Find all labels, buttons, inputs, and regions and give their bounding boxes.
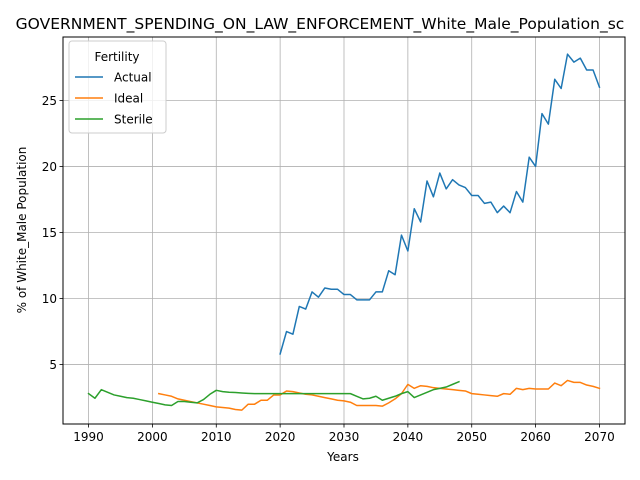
- chart-title: GOVERNMENT_SPENDING_ON_LAW_ENFORCEMENT_W…: [16, 15, 625, 34]
- y-tick-label: 25: [42, 94, 57, 108]
- series-line-ideal: [157, 379, 601, 411]
- x-tick-label: 2060: [520, 430, 551, 444]
- y-tick-label: 5: [49, 358, 57, 372]
- y-tick-label: 10: [42, 292, 57, 306]
- y-tick-label: 15: [42, 226, 57, 240]
- legend: Fertility Actual Ideal Sterile: [68, 40, 167, 134]
- x-tick-label: 2050: [456, 430, 487, 444]
- x-tick-label: 2010: [201, 430, 232, 444]
- legend-title: Fertility: [94, 50, 139, 64]
- x-tick-label: 2030: [329, 430, 360, 444]
- series-line-sterile: [87, 380, 460, 407]
- x-axis-label: Years: [326, 450, 359, 464]
- legend-label-sterile: Sterile: [114, 113, 153, 127]
- x-tick-label: 1990: [73, 430, 104, 444]
- y-axis-label: % of White_Male Population: [15, 147, 29, 314]
- legend-label-ideal: Ideal: [114, 92, 143, 106]
- legend-entries: Actual Ideal Sterile: [75, 71, 153, 127]
- y-tick-label: 20: [42, 160, 57, 174]
- series-line-actual: [279, 53, 601, 355]
- y-axis-ticks: 5 10 15 20 25: [42, 94, 63, 372]
- series-lines: [87, 53, 601, 411]
- x-axis-ticks: 1990 2000 2010 2020 2030 2040 2050 2060 2070: [73, 424, 615, 444]
- x-tick-label: 2000: [137, 430, 168, 444]
- grid-lines: [63, 37, 625, 424]
- x-tick-label: 2070: [584, 430, 615, 444]
- legend-box: [68, 40, 167, 134]
- legend-label-actual: Actual: [114, 71, 152, 85]
- x-tick-label: 2040: [393, 430, 424, 444]
- x-tick-label: 2020: [265, 430, 296, 444]
